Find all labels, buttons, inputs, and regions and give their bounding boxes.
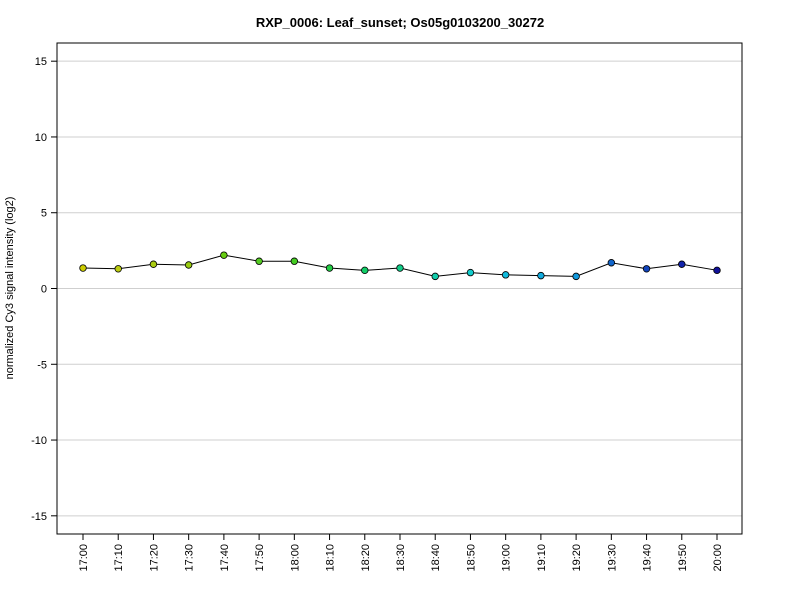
x-tick-label: 18:10 [325,544,337,572]
x-tick-label: 19:20 [571,544,583,572]
y-tick-label: -5 [37,359,47,371]
x-tick-label: 18:50 [465,544,477,572]
data-point [114,265,122,273]
data-point [642,265,651,273]
data-point [713,266,721,275]
y-tick-label: 0 [41,284,47,296]
data-point [572,272,580,281]
data-point [149,260,158,268]
x-tick-label: 19:00 [501,544,513,572]
x-tick-label: 18:20 [360,544,372,572]
x-tick-label: 20:00 [712,544,724,572]
x-tick-label: 17:30 [184,544,196,572]
grid-lines [57,60,742,517]
y-tick-label: -10 [31,435,47,447]
y-tick-label: 10 [35,132,47,144]
x-tick-label: 17:10 [113,544,125,572]
data-point [607,259,616,267]
data-point [501,271,510,279]
x-tick-label: 17:50 [254,544,266,572]
data-point [220,251,228,259]
chart-title: RXP_0006: Leaf_sunset; Os05g0103200_3027… [256,15,544,30]
data-point [678,260,686,268]
x-tick-label: 18:30 [395,544,407,572]
x-tick-label: 19:30 [606,544,618,572]
x-tick-label: 19:50 [677,544,689,572]
data-point [79,264,87,272]
x-axis: 17:00 17:10 17:20 17:30 17:40 17:50 18:00 18:10… [78,534,724,572]
x-tick-label: 19:10 [536,544,548,572]
y-tick-label: -15 [31,511,47,523]
data-point [361,266,369,275]
data-point [325,264,334,272]
x-tick-label: 18:00 [289,544,301,572]
x-tick-label: 17:00 [78,544,90,572]
y-axis-label: normalized Cy3 signal intensity (log2) [4,197,16,380]
x-tick-label: 19:40 [642,544,654,572]
data-point [537,271,545,280]
data-point [184,261,193,269]
data-point [255,257,263,265]
y-axis: -15 -10 -5 0 5 10 15 [31,56,57,523]
data-points [79,251,721,281]
data-point [466,268,475,277]
x-tick-label: 17:20 [148,544,160,572]
x-tick-label: 17:40 [219,544,231,572]
data-point [431,272,439,281]
x-tick-label: 18:40 [430,544,442,572]
y-tick-label: 5 [41,208,47,220]
data-point [290,257,299,265]
data-point [396,264,404,272]
y-tick-label: 15 [35,56,47,68]
